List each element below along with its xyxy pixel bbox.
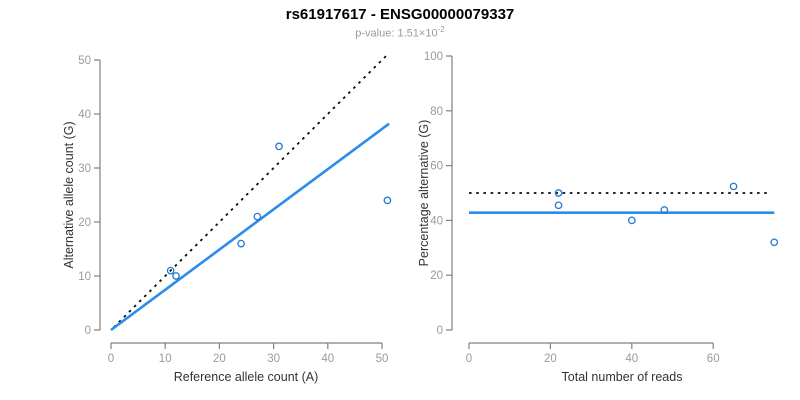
regression-line <box>110 122 390 332</box>
pvalue-prefix: p-value: <box>355 27 398 40</box>
data-point <box>660 206 669 214</box>
data-point <box>237 239 245 248</box>
x-axis-title: Total number of reads <box>562 370 683 384</box>
x-tick-label: 40 <box>625 353 638 365</box>
x-tick-label: 20 <box>213 353 226 365</box>
x-tick-label: 0 <box>108 353 114 365</box>
x-tick-label: 20 <box>544 353 557 365</box>
data-point <box>253 212 262 221</box>
pvalue-exponent: -2 <box>437 25 445 34</box>
x-axis-title: Reference allele count (A) <box>174 370 319 384</box>
data-point <box>166 266 175 275</box>
figure-title: rs61917617 - ENSG00000079337 <box>285 6 515 23</box>
data-point <box>554 201 563 210</box>
x-tick-label: 30 <box>267 353 280 365</box>
x-tick-label: 60 <box>707 353 720 365</box>
data-point <box>172 272 180 280</box>
x-tick-label: 0 <box>466 353 472 365</box>
data-point <box>627 216 636 225</box>
y-tick-label: 40 <box>430 215 443 227</box>
y-tick-label: 20 <box>430 270 443 282</box>
data-point <box>275 142 283 151</box>
y-tick-label: 0 <box>85 325 91 337</box>
data-point <box>770 238 779 247</box>
x-tick-label: 10 <box>159 353 172 365</box>
y-tick-label: 80 <box>430 106 443 118</box>
pvalue-mantissa: 1.51 <box>397 27 419 40</box>
y-tick-label: 60 <box>430 161 443 173</box>
y-tick-label: 40 <box>78 109 91 121</box>
y-tick-label: 20 <box>78 217 91 229</box>
y-axis-title: Alternative allele count (G) <box>62 121 76 268</box>
identity-line <box>113 53 389 328</box>
data-point <box>729 182 738 191</box>
y-axis-title: Percentage alternative (G) <box>417 120 431 267</box>
x-tick-label: 50 <box>376 353 389 365</box>
y-tick-label: 10 <box>78 271 91 283</box>
y-tick-label: 0 <box>437 325 443 337</box>
y-tick-label: 100 <box>424 51 443 63</box>
data-point <box>554 189 563 197</box>
data-point <box>383 196 392 205</box>
y-tick-label: 50 <box>78 55 91 67</box>
pvalue-times-ten: ×10 <box>418 27 438 40</box>
figure-subtitle: p-value: 1.51×10-2 <box>0 25 800 40</box>
y-tick-label: 30 <box>78 163 91 175</box>
x-tick-label: 40 <box>321 353 334 365</box>
